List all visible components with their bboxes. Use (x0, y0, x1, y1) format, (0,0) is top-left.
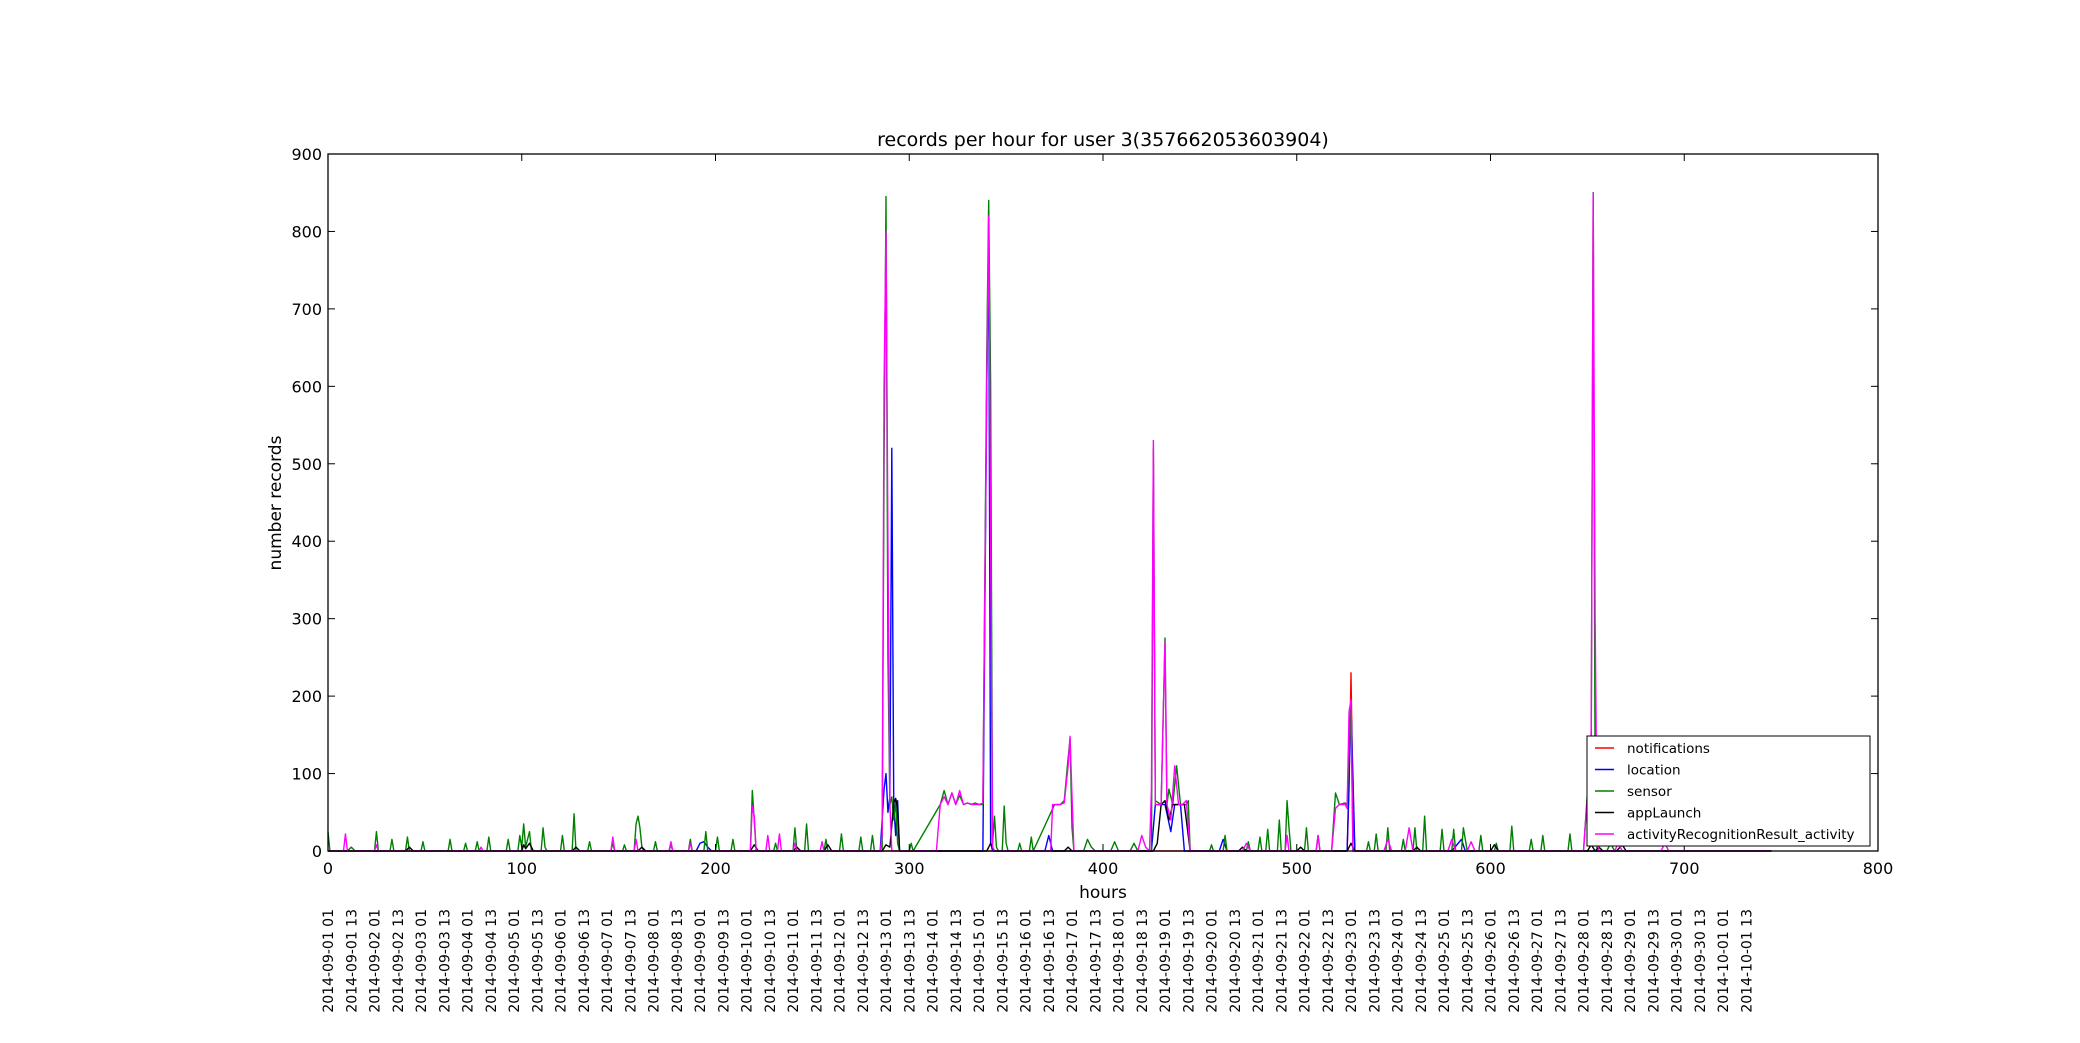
legend-label: appLaunch (1627, 806, 1701, 822)
date-label: 2014-09-04 13 (484, 909, 500, 1013)
date-label: 2014-09-03 13 (437, 909, 453, 1013)
date-label: 2014-09-17 01 (1065, 909, 1081, 1013)
date-label: 2014-09-28 01 (1577, 909, 1593, 1013)
date-label: 2014-09-27 13 (1553, 909, 1569, 1013)
date-label: 2014-09-25 01 (1437, 909, 1453, 1013)
y-tick-label: 500 (291, 455, 322, 474)
legend-label: location (1627, 763, 1681, 779)
series-line-activityRecognitionResult_activity (328, 193, 1772, 852)
date-label: 2014-09-03 01 (414, 909, 430, 1013)
date-label: 2014-09-06 13 (577, 909, 593, 1013)
date-label: 2014-09-09 01 (693, 909, 709, 1013)
date-label: 2014-09-13 13 (902, 909, 918, 1013)
date-label: 2014-09-24 13 (1414, 909, 1430, 1013)
legend-box (1586, 735, 1871, 847)
legend: notifications location sensor appLaunch acti… (1586, 735, 1871, 847)
y-tick-label: 200 (291, 687, 322, 706)
date-label: 2014-09-05 13 (530, 909, 546, 1013)
date-label: 2014-09-10 13 (763, 909, 779, 1013)
y-tick-label: 800 (291, 222, 322, 241)
series-line-location (328, 238, 1772, 852)
date-label: 2014-09-21 01 (1251, 909, 1267, 1013)
date-label: 2014-09-30 01 (1670, 909, 1686, 1013)
date-label: 2014-09-15 13 (995, 909, 1011, 1013)
y-tick-label: 900 (291, 145, 322, 164)
date-label: 2014-09-21 13 (1274, 909, 1290, 1013)
x-tick-label: 700 (1669, 859, 1700, 878)
y-tick-label: 0 (312, 842, 322, 861)
date-label: 2014-09-20 01 (1205, 909, 1221, 1013)
date-label: 2014-09-16 13 (1042, 909, 1058, 1013)
date-label: 2014-10-01 01 (1716, 909, 1732, 1013)
date-label: 2014-09-06 01 (554, 909, 570, 1013)
date-label: 2014-09-23 01 (1344, 909, 1360, 1013)
date-label: 2014-09-24 01 (1391, 909, 1407, 1013)
date-label: 2014-09-08 01 (647, 909, 663, 1013)
y-axis: 0 100 200 300 400 500 600 700 800 900 (291, 145, 1878, 861)
x-tick-label: 400 (1088, 859, 1119, 878)
date-label: 2014-09-19 13 (1181, 909, 1197, 1013)
date-label: 2014-09-02 13 (391, 909, 407, 1013)
y-axis-label: number records (266, 435, 286, 570)
y-tick-label: 100 (291, 765, 322, 784)
y-tick-label: 700 (291, 300, 322, 319)
legend-label: notifications (1627, 741, 1710, 757)
date-label: 2014-09-01 01 (321, 909, 337, 1013)
date-label: 2014-09-28 13 (1600, 909, 1616, 1013)
date-label: 2014-09-23 13 (1367, 909, 1383, 1013)
date-label: 2014-09-12 13 (856, 909, 872, 1013)
date-label: 2014-09-12 01 (833, 909, 849, 1013)
y-tick-label: 400 (291, 532, 322, 551)
y-tick-label: 600 (291, 377, 322, 396)
date-label: 2014-09-14 13 (949, 909, 965, 1013)
date-labels: 2014-09-01 01 2014-09-01 13 2014-09-02 01 2… (321, 909, 1755, 1013)
date-label: 2014-10-01 13 (1739, 909, 1755, 1013)
date-label: 2014-09-22 01 (1298, 909, 1314, 1013)
legend-label: sensor (1627, 784, 1672, 800)
date-label: 2014-09-26 13 (1507, 909, 1523, 1013)
date-label: 2014-09-14 01 (926, 909, 942, 1013)
x-axis-label: hours (1079, 883, 1127, 903)
date-label: 2014-09-17 13 (1088, 909, 1104, 1013)
x-tick-label: 200 (700, 859, 731, 878)
date-label: 2014-09-19 01 (1158, 909, 1174, 1013)
date-label: 2014-09-30 13 (1693, 909, 1709, 1013)
x-tick-label: 300 (894, 859, 925, 878)
date-label: 2014-09-20 13 (1228, 909, 1244, 1013)
date-label: 2014-09-25 13 (1460, 909, 1476, 1013)
x-axis: 0 100 200 300 400 500 600 700 800 (323, 154, 1893, 878)
date-label: 2014-09-10 01 (740, 909, 756, 1013)
date-label: 2014-09-29 13 (1646, 909, 1662, 1013)
date-label: 2014-09-05 01 (507, 909, 523, 1013)
legend-label: activityRecognitionResult_activity (1627, 827, 1854, 843)
date-label: 2014-09-29 01 (1623, 909, 1639, 1013)
date-label: 2014-09-08 13 (670, 909, 686, 1013)
date-label: 2014-09-16 01 (1019, 909, 1035, 1013)
date-label: 2014-09-13 01 (879, 909, 895, 1013)
date-label: 2014-09-04 01 (461, 909, 477, 1013)
date-label: 2014-09-02 01 (368, 909, 384, 1013)
y-tick-label: 300 (291, 610, 322, 629)
date-label: 2014-09-09 13 (716, 909, 732, 1013)
date-label: 2014-09-15 01 (972, 909, 988, 1013)
date-label: 2014-09-18 13 (1135, 909, 1151, 1013)
x-tick-label: 500 (1281, 859, 1312, 878)
x-tick-label: 800 (1863, 859, 1894, 878)
date-label: 2014-09-27 01 (1530, 909, 1546, 1013)
plot-area (327, 192, 1772, 852)
date-label: 2014-09-11 13 (809, 909, 825, 1013)
date-label: 2014-09-18 01 (1112, 909, 1128, 1013)
x-tick-label: 100 (506, 859, 537, 878)
date-label: 2014-09-22 13 (1321, 909, 1337, 1013)
date-label: 2014-09-26 01 (1484, 909, 1500, 1013)
chart-title: records per hour for user 3(357662053603… (877, 129, 1329, 151)
date-label: 2014-09-11 01 (786, 909, 802, 1013)
date-label: 2014-09-07 13 (623, 909, 639, 1013)
date-label: 2014-09-07 01 (600, 909, 616, 1013)
x-tick-label: 0 (323, 859, 333, 878)
x-tick-label: 600 (1475, 859, 1506, 878)
date-label: 2014-09-01 13 (344, 909, 360, 1013)
series-line-sensor (327, 192, 1772, 852)
